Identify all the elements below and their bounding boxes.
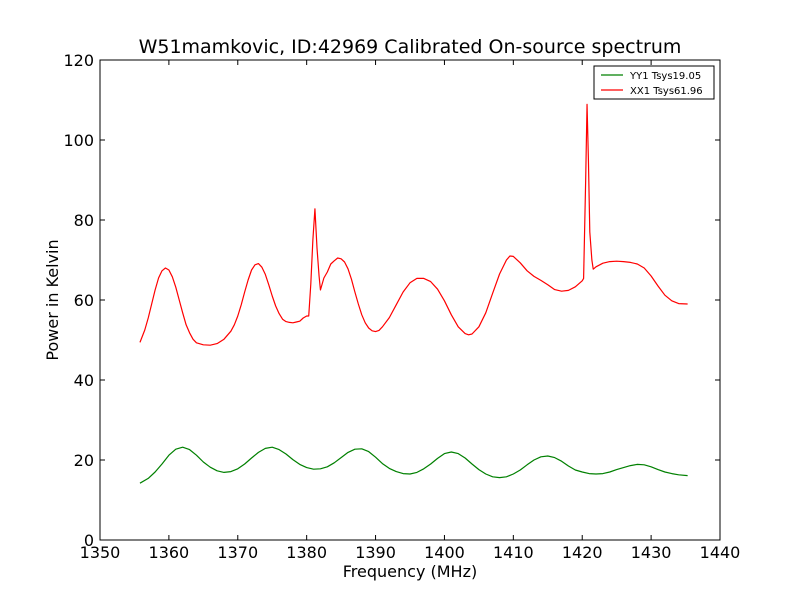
y-axis-label: Power in Kelvin — [43, 239, 62, 360]
y-tick-label: 100 — [63, 131, 94, 150]
x-axis-label: Frequency (MHz) — [343, 562, 477, 581]
plot-frame — [99, 59, 721, 541]
legend-items: YY1 Tsys19.05 XX1 Tsys61.96 — [601, 71, 703, 97]
x-tick-label: 1350 — [80, 543, 121, 562]
y-tick-label: 0 — [84, 531, 94, 550]
x-tick-label: 1410 — [493, 543, 534, 562]
chart-title: W51mamkovic, ID:42969 Calibrated On-sour… — [139, 36, 682, 58]
legend-label: YY1 Tsys19.05 — [629, 71, 701, 82]
y-tick-label: 80 — [74, 211, 94, 230]
y-tick-label: 20 — [74, 451, 94, 470]
x-tick-label: 1440 — [700, 543, 741, 562]
series-line-yy1 — [139, 446, 688, 484]
y-tick-label: 120 — [63, 51, 94, 70]
y-tick-label: 40 — [74, 371, 94, 390]
legend: YY1 Tsys19.05 XX1 Tsys61.96 — [593, 65, 715, 100]
x-tick-label: 1380 — [286, 543, 327, 562]
x-tick-label: 1370 — [217, 543, 258, 562]
legend-label: XX1 Tsys61.96 — [630, 86, 703, 97]
y-tick-label: 60 — [74, 291, 94, 310]
x-tick-label: 1390 — [355, 543, 396, 562]
x-tick-label: 1420 — [562, 543, 603, 562]
series-line-xx1 — [139, 103, 688, 346]
y-axis-ticks: 0 20 40 60 80 100 120 — [63, 51, 720, 550]
x-tick-label: 1430 — [631, 543, 672, 562]
legend-box — [593, 65, 715, 100]
x-axis-ticks: 1350 1360 1370 1380 1390 1400 1410 1420 1430 1440 — [80, 60, 741, 562]
x-tick-label: 1400 — [424, 543, 465, 562]
series-lines-layer — [139, 103, 688, 484]
x-tick-label: 1360 — [149, 543, 190, 562]
